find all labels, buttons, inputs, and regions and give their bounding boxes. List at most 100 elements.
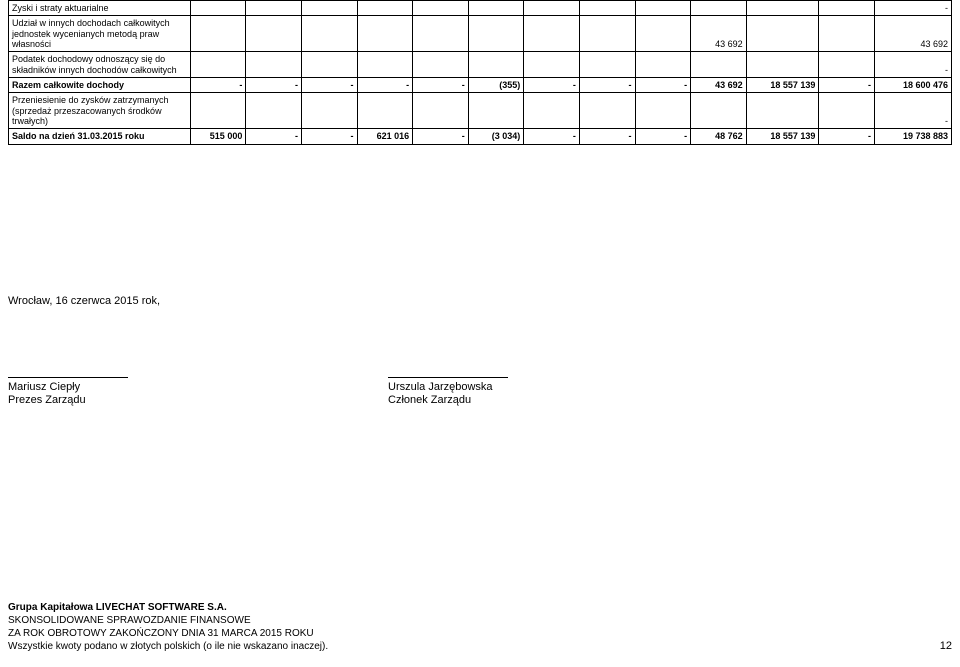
cell — [746, 52, 819, 78]
cell — [746, 16, 819, 52]
cell: 18 557 139 — [746, 129, 819, 144]
row-label: Udział w innych dochodach całkowitych je… — [9, 16, 191, 52]
row-label: Razem całkowite dochody — [9, 78, 191, 93]
signatory-name: Mariusz Ciepły — [8, 381, 188, 394]
signatory-role: Prezes Zarządu — [8, 394, 188, 407]
cell — [819, 1, 875, 16]
page-footer: Grupa Kapitałowa LIVECHAT SOFTWARE S.A. … — [8, 601, 952, 653]
table-body: Zyski i straty aktuarialne-Udział w inny… — [9, 1, 952, 145]
footer-line4: Wszystkie kwoty podano w złotych polskic… — [8, 640, 328, 653]
cell — [301, 16, 357, 52]
cell — [819, 93, 875, 129]
table-row: Zyski i straty aktuarialne- — [9, 1, 952, 16]
table-row: Razem całkowite dochody-----(355)---43 6… — [9, 78, 952, 93]
cell — [413, 1, 469, 16]
footer-line1: Grupa Kapitałowa LIVECHAT SOFTWARE S.A. — [8, 601, 328, 614]
row-label: Przeniesienie do zysków zatrzymanych (sp… — [9, 93, 191, 129]
cell: - — [579, 129, 635, 144]
signatures-block: Mariusz Ciepły Prezes Zarządu Urszula Ja… — [8, 377, 960, 406]
cell — [746, 1, 819, 16]
cell — [468, 16, 524, 52]
row-label: Saldo na dzień 31.03.2015 roku — [9, 129, 191, 144]
footer-line3: ZA ROK OBROTOWY ZAKOŃCZONY DNIA 31 MARCA… — [8, 627, 328, 640]
signature-line — [388, 377, 508, 379]
cell — [357, 1, 413, 16]
row-label: Podatek dochodowy odnoszący się do skład… — [9, 52, 191, 78]
cell: 43 692 — [691, 16, 747, 52]
cell — [579, 16, 635, 52]
cell — [301, 52, 357, 78]
footer-text: Grupa Kapitałowa LIVECHAT SOFTWARE S.A. … — [8, 601, 328, 653]
cell: (3 034) — [468, 129, 524, 144]
cell — [691, 1, 747, 16]
cell: - — [524, 129, 580, 144]
cell: - — [301, 78, 357, 93]
cell: - — [190, 78, 246, 93]
cell — [746, 93, 819, 129]
cell: - — [874, 1, 951, 16]
cell: - — [246, 129, 302, 144]
cell: - — [357, 78, 413, 93]
table-row: Saldo na dzień 31.03.2015 roku515 000--6… — [9, 129, 952, 144]
cell: 19 738 883 — [874, 129, 951, 144]
cell — [190, 93, 246, 129]
cell — [301, 93, 357, 129]
signature-line — [8, 377, 128, 379]
cell — [819, 52, 875, 78]
signature-right: Urszula Jarzębowska Członek Zarządu — [388, 377, 568, 406]
cell: - — [246, 78, 302, 93]
cell — [246, 93, 302, 129]
page-number: 12 — [940, 640, 952, 653]
cell — [190, 1, 246, 16]
cell — [579, 93, 635, 129]
cell: 48 762 — [691, 129, 747, 144]
signatory-role: Członek Zarządu — [388, 394, 568, 407]
cell — [635, 93, 691, 129]
cell — [635, 52, 691, 78]
cell — [579, 1, 635, 16]
cell — [413, 93, 469, 129]
cell: - — [635, 129, 691, 144]
cell — [468, 52, 524, 78]
cell — [357, 93, 413, 129]
cell: 18 600 476 — [874, 78, 951, 93]
location-date-caption: Wrocław, 16 czerwca 2015 rok, — [8, 295, 960, 308]
cell — [246, 16, 302, 52]
cell — [468, 93, 524, 129]
cell — [579, 52, 635, 78]
signatory-name: Urszula Jarzębowska — [388, 381, 568, 394]
cell: 43 692 — [691, 78, 747, 93]
cell: 43 692 — [874, 16, 951, 52]
cell — [246, 52, 302, 78]
cell: 18 557 139 — [746, 78, 819, 93]
cell — [413, 16, 469, 52]
table-row: Udział w innych dochodach całkowitych je… — [9, 16, 952, 52]
cell: - — [635, 78, 691, 93]
cell: - — [819, 78, 875, 93]
cell: 515 000 — [190, 129, 246, 144]
cell — [301, 1, 357, 16]
cell — [468, 1, 524, 16]
cell: 621 016 — [357, 129, 413, 144]
cell — [691, 52, 747, 78]
cell — [190, 52, 246, 78]
cell: - — [413, 78, 469, 93]
cell — [357, 16, 413, 52]
signature-left: Mariusz Ciepły Prezes Zarządu — [8, 377, 188, 406]
cell — [524, 1, 580, 16]
cell — [524, 16, 580, 52]
cell — [691, 93, 747, 129]
cell — [819, 16, 875, 52]
cell: (355) — [468, 78, 524, 93]
cell — [524, 52, 580, 78]
cell — [413, 52, 469, 78]
footer-line2: SKONSOLIDOWANE SPRAWOZDANIE FINANSOWE — [8, 614, 328, 627]
cell — [524, 93, 580, 129]
cell — [246, 1, 302, 16]
cell: - — [579, 78, 635, 93]
cell: - — [524, 78, 580, 93]
table-row: Podatek dochodowy odnoszący się do skład… — [9, 52, 952, 78]
cell: - — [819, 129, 875, 144]
cell: - — [301, 129, 357, 144]
cell — [635, 1, 691, 16]
